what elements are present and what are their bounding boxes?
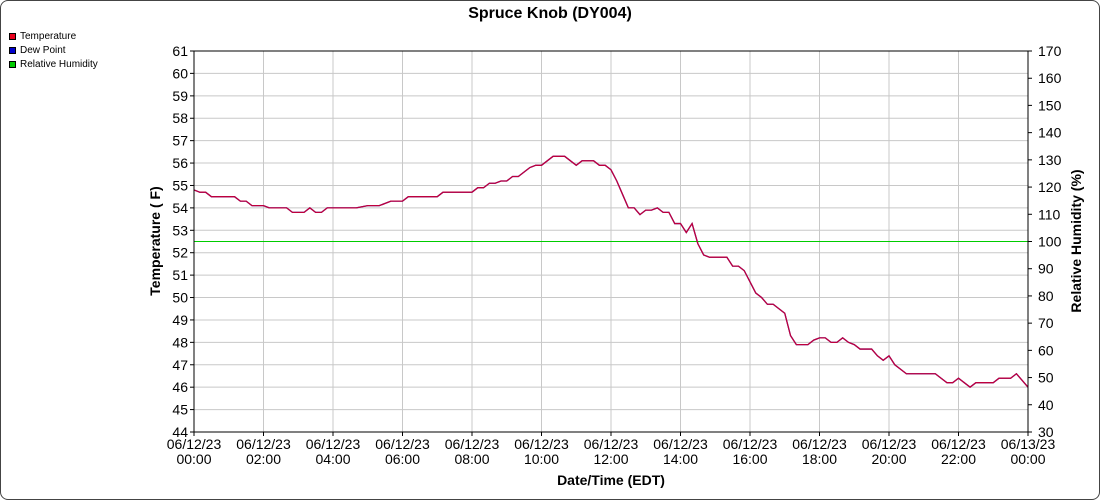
y-tick-label: 44 (172, 424, 188, 440)
y-tick-label: 56 (172, 155, 188, 171)
x-tick-date: 06/12/23 (375, 436, 430, 452)
x-tick-time: 10:00 (524, 451, 559, 467)
x-tick-date: 06/12/23 (514, 436, 569, 452)
y-tick-label: 59 (172, 88, 188, 104)
legend-swatch-relative-humidity (9, 60, 16, 68)
x-tick-date: 06/12/23 (236, 436, 291, 452)
y-axis-right-ticks: 30 40 50 60 70 80 90 100 110 120 130 140 150 160 170 (1028, 43, 1062, 440)
y-tick-label: 61 (172, 43, 188, 59)
y2-tick-label: 130 (1038, 152, 1062, 168)
x-tick-time: 14:00 (663, 451, 698, 467)
legend-item-temperature: Temperature (9, 29, 98, 43)
y2-tick-label: 140 (1038, 125, 1062, 141)
y-tick-label: 47 (172, 357, 188, 373)
legend-item-dew-point: Dew Point (9, 43, 98, 57)
x-tick-date: 06/12/23 (723, 436, 778, 452)
x-tick-date: 06/12/23 (792, 436, 847, 452)
legend-label-relative-humidity: Relative Humidity (20, 58, 98, 70)
y-axis-left-ticks: 44 45 46 47 48 49 50 51 52 53 54 55 56 57 58 59 60 61 (172, 43, 194, 440)
y2-tick-label: 90 (1038, 261, 1054, 277)
y-tick-label: 48 (172, 334, 188, 350)
x-tick-time: 16:00 (732, 451, 767, 467)
x-tick-time: 18:00 (802, 451, 837, 467)
y-tick-label: 53 (172, 222, 188, 238)
x-tick-time: 08:00 (454, 451, 489, 467)
x-tick-date: 06/12/23 (445, 436, 500, 452)
x-tick-date: 06/12/23 (862, 436, 917, 452)
y2-tick-label: 160 (1038, 70, 1062, 86)
series-line-temperature (193, 155, 1029, 388)
x-tick-time: 02:00 (246, 451, 281, 467)
legend: Temperature Dew Point Relative Humidity (9, 29, 98, 71)
y-tick-label: 49 (172, 312, 188, 328)
x-tick-date: 06/12/23 (653, 436, 708, 452)
x-tick-date: 06/12/23 (584, 436, 639, 452)
series-layer (193, 155, 1029, 388)
y2-tick-label: 120 (1038, 179, 1062, 195)
y2-tick-label: 80 (1038, 288, 1054, 304)
y2-tick-label: 100 (1038, 234, 1062, 250)
x-tick-time: 20:00 (871, 451, 906, 467)
y-tick-label: 46 (172, 379, 188, 395)
y-tick-label: 45 (172, 402, 188, 418)
y-tick-label: 58 (172, 110, 188, 126)
x-tick-time: 12:00 (593, 451, 628, 467)
x-tick-time: 06:00 (385, 451, 420, 467)
y2-tick-label: 40 (1038, 397, 1054, 413)
x-tick-time: 22:00 (941, 451, 976, 467)
y2-tick-label: 110 (1038, 206, 1061, 222)
y-tick-label: 51 (172, 267, 188, 283)
chart-title: Spruce Knob (DY004) (468, 5, 632, 22)
plot-border (193, 50, 1029, 433)
y2-tick-label: 170 (1038, 43, 1062, 59)
x-tick-time: 04:00 (315, 451, 350, 467)
x-tick-date: 06/12/23 (167, 436, 222, 452)
y-axis-left-label: Temperature ( F) (147, 186, 163, 295)
y2-tick-label: 60 (1038, 342, 1054, 358)
legend-label-dew-point: Dew Point (20, 44, 66, 56)
y-axis-right-label: Relative Humidity (%) (1068, 169, 1084, 312)
x-tick-date: 06/12/23 (306, 436, 361, 452)
x-tick-time: 00:00 (176, 451, 211, 467)
legend-swatch-dew-point (9, 46, 16, 54)
y-tick-label: 54 (172, 200, 188, 216)
x-tick-date: 06/13/23 (1001, 436, 1056, 452)
y2-tick-label: 150 (1038, 97, 1062, 113)
x-tick-time: 00:00 (1010, 451, 1045, 467)
y-tick-label: 60 (172, 65, 188, 81)
legend-item-relative-humidity: Relative Humidity (9, 57, 98, 71)
x-axis-label: Date/Time (EDT) (557, 472, 665, 488)
x-tick-date: 06/12/23 (931, 436, 986, 452)
y-tick-label: 50 (172, 290, 188, 306)
y2-tick-label: 30 (1038, 424, 1054, 440)
y2-tick-label: 50 (1038, 370, 1054, 386)
legend-label-temperature: Temperature (20, 30, 77, 42)
legend-swatch-temperature (9, 32, 16, 40)
y-tick-label: 57 (172, 133, 188, 149)
x-axis-ticks: 06/12/2300:0006/12/2302:0006/12/2304:000… (167, 432, 1056, 467)
y2-tick-label: 70 (1038, 315, 1054, 331)
y-tick-label: 55 (172, 177, 188, 193)
y-tick-label: 52 (172, 245, 188, 261)
